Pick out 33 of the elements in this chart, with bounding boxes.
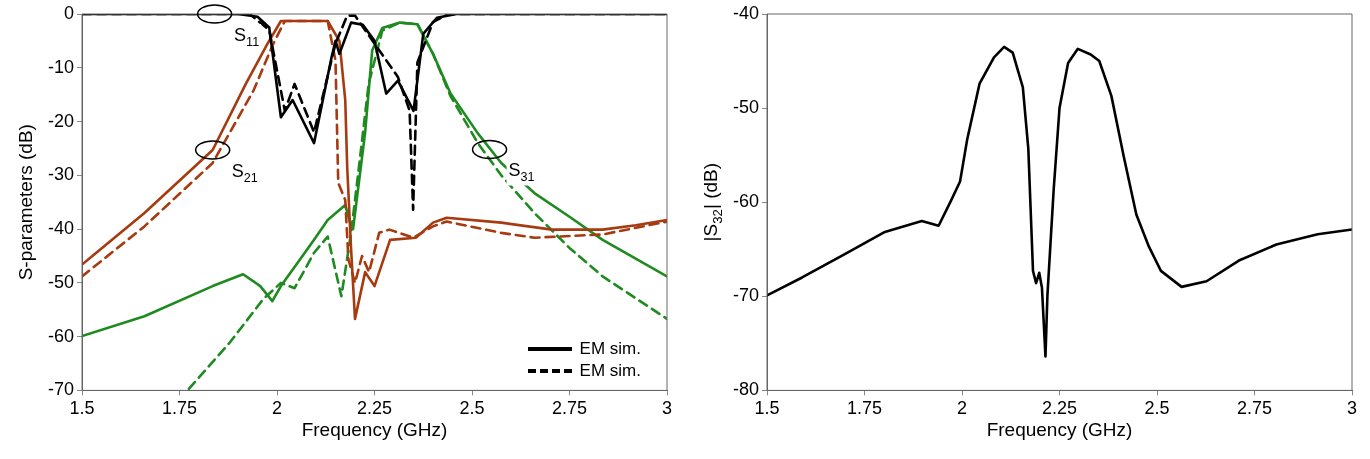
y-tick-label: -80 [733,379,760,400]
y-tick-label: -40 [48,218,75,239]
x-tick-label: 3 [661,398,673,419]
x-tick-label: 2.25 [1041,398,1078,419]
y-tick-label: -30 [48,164,75,185]
y-tick-label: -70 [48,379,75,400]
x-tick-label: 1.75 [846,398,883,419]
y-tick-label: -50 [48,271,75,292]
y-tick-label: -60 [48,325,75,346]
y-tick-label: -50 [733,97,760,118]
x-tick-label: 2 [272,398,283,419]
y-tick-label: -70 [733,285,760,306]
x-tick-label: 1.5 [754,398,780,419]
x-tick-label: 2.25 [356,398,393,419]
y-axis-title: |S32| (dB) [700,162,726,242]
x-tick-label: 2.75 [1236,398,1273,419]
x-tick-label: 1.75 [161,398,198,419]
x-tick-label: 2.75 [551,398,588,419]
y-axis-title: S-parameters (dB) [15,124,37,281]
y-tick-label: -10 [48,56,75,77]
legend-label: EM sim. [579,338,641,361]
y-tick-label: -20 [48,110,75,131]
x-tick-label: 2 [957,398,968,419]
y-tick-label: 0 [64,2,75,23]
x-axis-title: Frequency (GHz) [986,418,1133,440]
x-tick-label: 2.5 [459,398,485,419]
x-tick-label: 3 [1346,398,1358,419]
x-tick-label: 2.5 [1144,398,1170,419]
x-tick-label: 1.5 [69,398,95,419]
legend-label: EM sim. [579,360,641,383]
x-axis-title: Frequency (GHz) [301,418,448,440]
y-tick-label: -40 [733,2,760,23]
y-tick-label: -60 [733,191,760,212]
